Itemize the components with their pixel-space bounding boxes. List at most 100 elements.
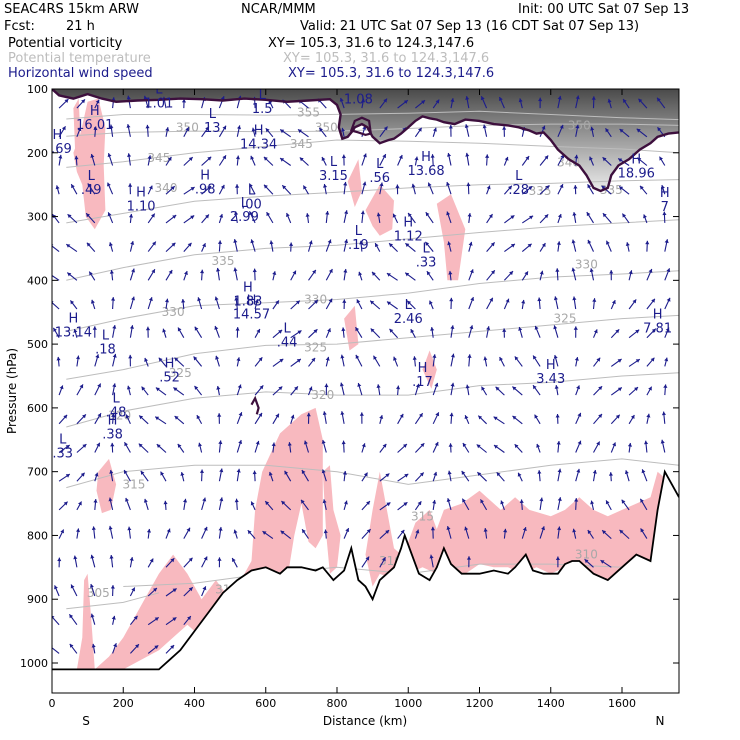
- wind-arrowhead: [494, 445, 498, 449]
- wind-arrowhead: [622, 213, 627, 218]
- wind-arrowhead: [433, 127, 437, 132]
- pv-contour-tropopause: [52, 89, 679, 193]
- wind-arrowhead: [363, 472, 368, 477]
- wind-arrowhead: [66, 244, 71, 248]
- wind-arrowhead: [164, 298, 169, 303]
- wind-arrowhead: [600, 560, 605, 564]
- wind-arrowhead: [207, 156, 212, 161]
- isentrope-label: 325: [554, 312, 577, 326]
- wind-arrowhead: [296, 359, 301, 363]
- wind-arrowhead: [69, 643, 74, 648]
- wind-arrowhead: [188, 557, 193, 562]
- wind-arrowhead: [534, 414, 539, 419]
- wind-arrowhead: [264, 184, 268, 189]
- y-tick-label: 500: [27, 338, 48, 351]
- wind-arrowhead: [446, 526, 451, 530]
- wind-arrowhead: [215, 355, 220, 360]
- wind-arrowhead: [415, 383, 420, 388]
- wind-arrowhead: [341, 127, 345, 132]
- wind-arrowhead: [311, 357, 316, 362]
- extremum-value: 3.43: [536, 372, 565, 387]
- wind-arrowhead: [131, 268, 135, 273]
- wind-arrowhead: [421, 100, 425, 105]
- wind-arrowhead: [250, 239, 255, 244]
- wind-arrowhead: [373, 355, 377, 360]
- isentrope-label: 325: [169, 366, 192, 380]
- isentrope-label: 340: [155, 181, 178, 195]
- wind-arrowhead: [517, 472, 522, 477]
- wind-arrowhead: [496, 472, 501, 477]
- wind-arrowhead: [93, 499, 98, 503]
- wind-arrowhead: [382, 154, 386, 159]
- wind-arrowhead: [382, 443, 387, 448]
- wind-arrowhead: [403, 100, 408, 104]
- wind-arrowhead: [155, 416, 160, 421]
- wind-arrowhead: [379, 182, 384, 187]
- wind-arrowhead: [111, 413, 116, 418]
- wind-arrowhead: [109, 470, 114, 474]
- wind-arrowhead: [171, 242, 176, 247]
- wind-arrowhead: [148, 297, 153, 302]
- wind-arrowhead: [624, 470, 629, 475]
- wind-arrowhead: [87, 183, 92, 188]
- wind-arrowhead: [127, 526, 132, 531]
- wind-arrowhead: [340, 411, 345, 415]
- isentrope-label: 345: [290, 137, 313, 151]
- wind-arrowhead: [278, 329, 283, 334]
- wind-arrowhead: [90, 299, 95, 304]
- wind-arrowhead: [602, 157, 607, 162]
- wind-arrowhead: [249, 211, 253, 216]
- wind-arrowhead: [263, 156, 268, 161]
- wind-arrowhead: [154, 645, 159, 650]
- field-xy-pv: XY= 105.3, 31.6 to 124.3,147.6: [268, 36, 475, 51]
- wind-arrowhead: [502, 328, 507, 332]
- wind-arrowhead: [177, 327, 182, 332]
- wind-arrowhead: [485, 154, 490, 158]
- wind-arrowhead: [145, 124, 150, 129]
- wind-arrowhead: [112, 353, 117, 358]
- wind-arrowhead: [79, 384, 84, 389]
- wind-arrowhead: [76, 355, 80, 360]
- wind-arrowhead: [250, 155, 255, 160]
- wind-arrowhead: [302, 529, 306, 534]
- wind-arrowhead: [503, 528, 508, 533]
- extremum-value: 2.99: [230, 210, 259, 225]
- wind-arrowhead: [322, 499, 327, 504]
- wind-arrowhead: [236, 468, 241, 473]
- wind-arrowhead: [82, 444, 87, 448]
- y-tick-label: 1000: [20, 657, 48, 670]
- wind-arrowhead: [250, 501, 255, 506]
- wind-arrowhead: [279, 358, 284, 363]
- wind-arrowhead: [355, 327, 360, 332]
- wind-arrowhead: [323, 529, 328, 534]
- wind-arrowhead: [53, 327, 57, 332]
- wind-arrowhead: [400, 529, 405, 534]
- extremum-value: .38: [102, 427, 123, 442]
- wind-arrowhead: [108, 497, 113, 502]
- wind-arrowhead: [160, 471, 165, 476]
- isentrope-label: 305: [87, 586, 110, 600]
- wind-arrow: [52, 647, 60, 654]
- pv-contour-small: [250, 395, 260, 415]
- wind-arrowhead: [321, 157, 326, 161]
- wind-arrowhead: [596, 357, 601, 362]
- wind-arrowhead: [60, 529, 64, 534]
- x-tick-label: 1200: [466, 697, 494, 710]
- wind-arrowhead: [170, 186, 175, 190]
- wind-arrowhead: [411, 183, 416, 188]
- extremum-low: L: [59, 432, 67, 447]
- wind-arrowhead: [433, 471, 438, 476]
- wind-arrowhead: [662, 211, 667, 216]
- wind-arrowhead: [589, 268, 594, 273]
- wind-arrowhead: [254, 299, 259, 304]
- wind-arrowhead: [143, 95, 148, 100]
- wind-arrowhead: [575, 124, 580, 129]
- wind-arrowhead: [598, 414, 602, 418]
- extremum-value: .28: [508, 183, 529, 198]
- wind-arrowhead: [536, 443, 541, 448]
- wind-arrowhead: [584, 559, 589, 564]
- y-tick-label: 800: [27, 529, 48, 542]
- wind-arrowhead: [514, 356, 519, 361]
- wind-arrowhead: [131, 296, 135, 301]
- wind-arrowhead: [282, 185, 287, 190]
